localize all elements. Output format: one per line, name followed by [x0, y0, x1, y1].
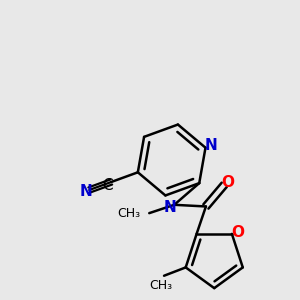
Text: O: O [222, 175, 235, 190]
Text: N: N [164, 200, 177, 215]
Text: CH₃: CH₃ [149, 279, 172, 292]
Text: C: C [102, 178, 113, 193]
Text: CH₃: CH₃ [117, 207, 140, 220]
Text: N: N [205, 137, 218, 152]
Text: N: N [80, 184, 92, 199]
Text: O: O [231, 225, 244, 240]
